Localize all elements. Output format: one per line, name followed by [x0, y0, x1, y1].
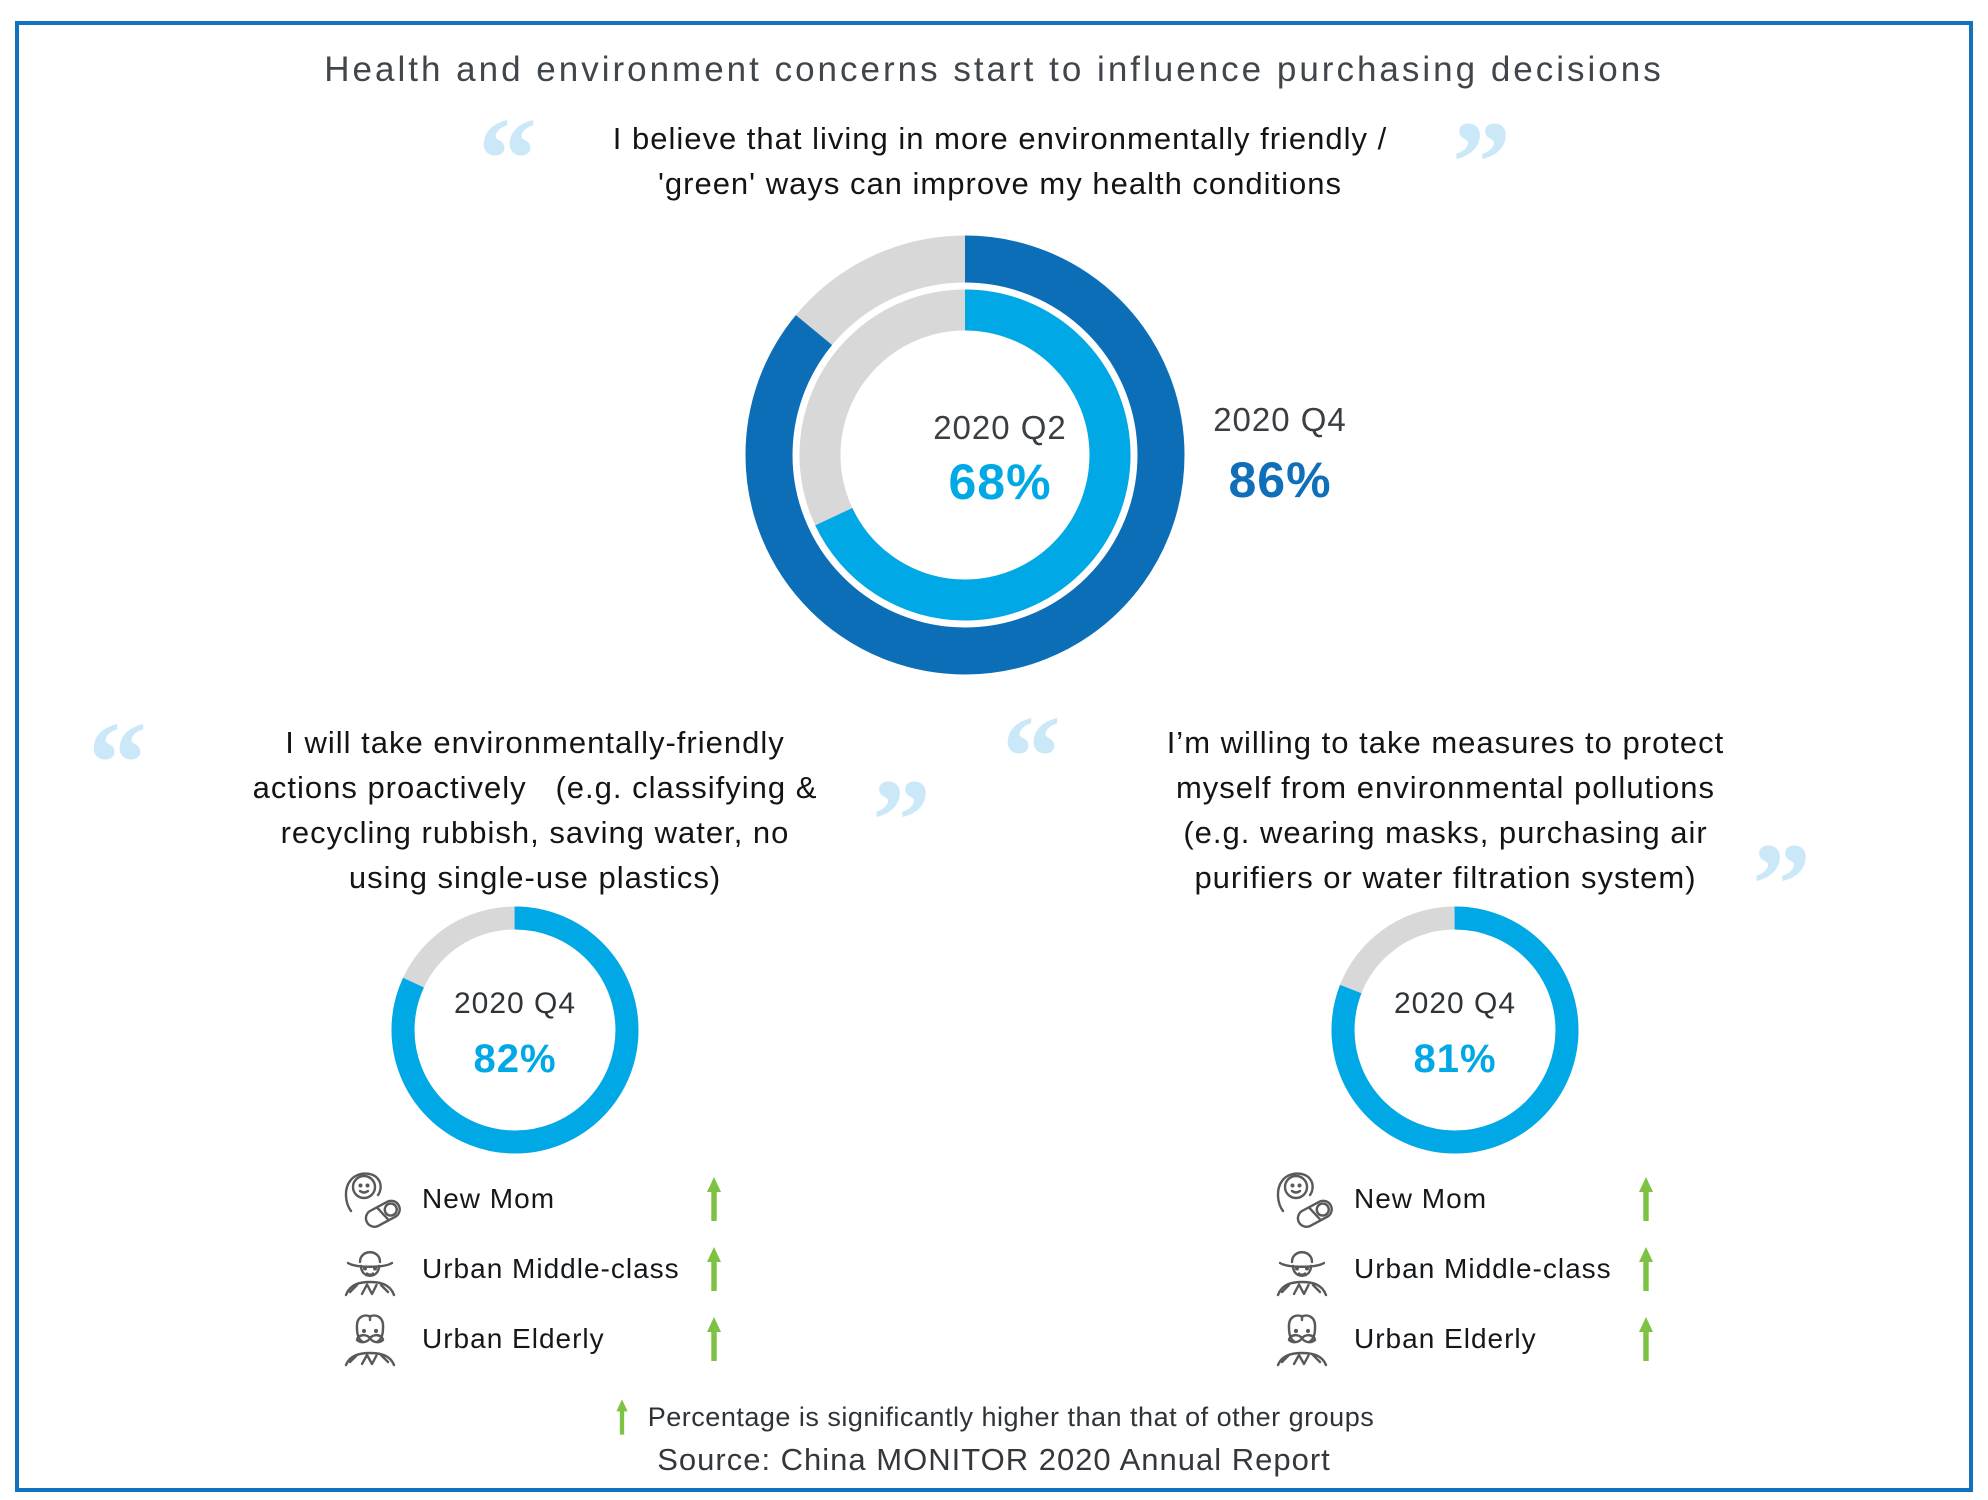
legend-row-new-mom: New Mom	[1270, 1164, 1700, 1234]
donut-ring-2020q4	[391, 906, 639, 1154]
urban-elderly-icon	[344, 1314, 396, 1367]
up-arrow-icon	[1639, 1247, 1653, 1291]
footnote-text: Percentage is significantly higher than …	[647, 1402, 1375, 1432]
legend-label: Urban Elderly	[1354, 1323, 1537, 1354]
up-arrow-icon	[707, 1317, 721, 1361]
period-label: 2020 Q2	[933, 409, 1067, 446]
quote-line: I believe that living in more environmen…	[612, 121, 1388, 156]
new-mom-icon	[344, 1172, 402, 1231]
donut-center-label: 2020 Q4 82%	[395, 986, 635, 1080]
legend-row-new-mom: New Mom	[338, 1164, 768, 1234]
legend-label: New Mom	[1354, 1183, 1488, 1214]
period-label: 2020 Q4	[1213, 401, 1347, 438]
left-quote: I will take environmentally-friendly act…	[150, 720, 920, 900]
quote-line: (e.g. wearing masks, purchasing air	[1183, 815, 1708, 850]
quote-line: I’m willing to take measures to protect	[1166, 725, 1725, 760]
quote-line: 'green' ways can improve my health condi…	[657, 166, 1343, 201]
quote-open-icon: “	[88, 697, 147, 828]
donut-outer-ring-2020q4	[745, 235, 1185, 675]
right-quote: I’m willing to take measures to protect …	[1058, 720, 1833, 900]
up-arrow-icon	[616, 1399, 628, 1435]
left-donut-chart	[391, 906, 639, 1154]
page-title: Health and environment concerns start to…	[324, 50, 1664, 89]
quote-close-icon: ”	[1452, 97, 1511, 228]
dual-donut-chart	[745, 235, 1185, 675]
urban-middle-class-icon	[344, 1251, 396, 1297]
period-label: 2020 Q4	[1393, 987, 1517, 1020]
up-arrow-icon	[1639, 1177, 1653, 1221]
quote-line: myself from environmental pollutions	[1175, 770, 1716, 805]
donut-side-label: 2020 Q4 86%	[1170, 400, 1390, 506]
legend-label: Urban Elderly	[422, 1323, 605, 1354]
right-legend: New Mom Urban Middle-class Urban Elderly	[1270, 1164, 1700, 1374]
donut-ring-2020q4	[1331, 906, 1579, 1154]
donut-center-label: 2020 Q2 68%	[850, 408, 1150, 508]
quote-line: purifiers or water filtration system)	[1194, 860, 1697, 895]
legend-label: New Mom	[422, 1183, 556, 1214]
quote-close-icon: ”	[872, 755, 931, 886]
left-legend: New Mom Urban Middle-class Urban Elderly	[338, 1164, 768, 1374]
quote-line: I will take environmentally-friendly	[285, 725, 785, 760]
legend-label: Urban Middle-class	[1354, 1253, 1612, 1284]
quote-line: using single-use plastics)	[348, 860, 722, 895]
donut-inner-ring-2020q2	[799, 289, 1131, 621]
top-quote: I believe that living in more environmen…	[444, 116, 1556, 206]
donut-center-label: 2020 Q4 81%	[1335, 986, 1575, 1080]
footnote-legend: Percentage is significantly higher than …	[0, 1395, 1988, 1439]
urban-middle-class-icon	[1276, 1251, 1328, 1297]
up-arrow-icon	[1639, 1317, 1653, 1361]
quote-open-icon: “	[1002, 691, 1061, 822]
period-label: 2020 Q4	[453, 987, 577, 1020]
page-border-frame	[15, 21, 1973, 1492]
source-text: Source: China MONITOR 2020 Annual Report	[657, 1442, 1331, 1477]
quote-line: actions proactively (e.g. classifying &	[252, 770, 818, 805]
right-donut-chart	[1331, 906, 1579, 1154]
percent-value: 82%	[473, 1037, 557, 1081]
legend-row-urban-middle-class: Urban Middle-class	[1270, 1234, 1700, 1304]
quote-close-icon: ”	[1752, 819, 1811, 950]
up-arrow-icon	[707, 1247, 721, 1291]
legend-row-urban-elderly: Urban Elderly	[1270, 1304, 1700, 1374]
urban-elderly-icon	[1276, 1314, 1328, 1367]
legend-label: Urban Middle-class	[422, 1253, 680, 1284]
percent-value: 68%	[948, 454, 1052, 510]
quote-open-icon: “	[478, 93, 537, 224]
legend-row-urban-middle-class: Urban Middle-class	[338, 1234, 768, 1304]
new-mom-icon	[1276, 1172, 1334, 1231]
percent-value: 81%	[1413, 1037, 1497, 1081]
up-arrow-icon	[707, 1177, 721, 1221]
percent-value: 86%	[1228, 452, 1332, 508]
legend-row-urban-elderly: Urban Elderly	[338, 1304, 768, 1374]
quote-line: recycling rubbish, saving water, no	[280, 815, 790, 850]
